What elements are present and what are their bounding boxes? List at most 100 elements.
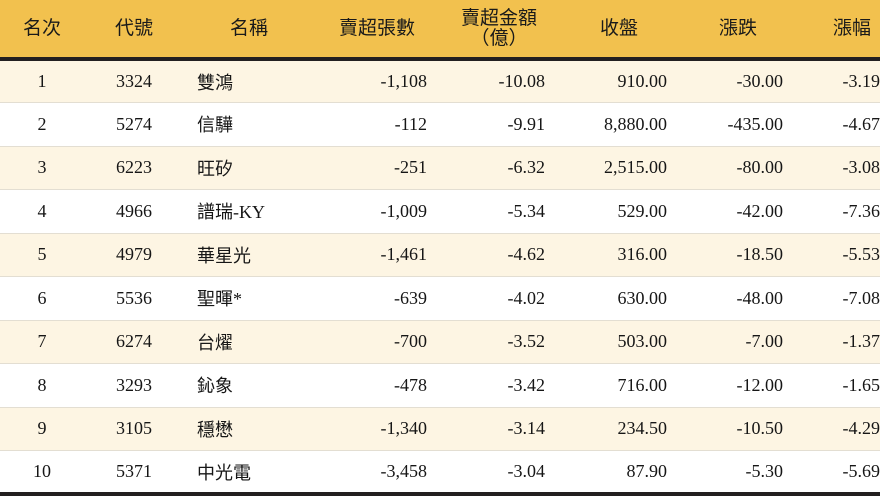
cell-lots: -1,108 [380,71,428,91]
cell-pct: -5.53% [796,232,880,277]
cell-change: -7.00 [680,319,796,364]
cell-code: 5274 [84,102,184,146]
cell-name: 聖暉* [184,276,314,320]
cell-code: 6223 [84,145,184,190]
cell-rank: 10 [0,450,84,494]
cell-amount: -4.02 [440,276,558,320]
cell-lots: -639 [314,276,440,320]
cell-change: -42.00 [680,189,796,233]
cell-close: 2,515.00 [558,145,680,190]
column-header-rank-label: 名次 [22,17,61,39]
table-header-row: 名次 代號 名稱 賣超張數 賣超金額（億） 收盤 漲跌 漲幅 連賣天數 [0,0,880,59]
column-header-code-label: 代號 [114,17,153,39]
cell-close: 87.90 [558,450,680,494]
cell-pct: -5.69% [796,450,880,494]
column-header-close-label: 收盤 [599,17,638,39]
column-header-name-label: 名稱 [229,17,268,39]
cell-name: 台燿 [184,319,314,364]
cell-close: 630.00 [558,276,680,320]
cell-pct: -4.29% [796,406,880,451]
cell-change: -18.50 [680,232,796,277]
column-header-pct-label: 漲幅 [832,17,871,39]
column-header-close: 收盤 [558,0,680,59]
cell-lots: -478 [314,363,440,407]
cell-lots: -1,340 [314,406,440,451]
column-header-lots: 賣超張數 [314,0,440,59]
table-row[interactable]: 44966譜瑞-KY-1,009-5.34529.00-42.00-7.36%連… [0,189,880,233]
cell-lots: -3,458 [314,450,440,494]
cell-code: 4979 [84,232,184,277]
cell-close: 8,880.00 [558,102,680,146]
cell-code: 6274 [84,319,184,364]
cell-close: 910.00 [617,71,668,91]
cell-pct: -4.67% [796,102,880,146]
cell-rank: 4 [0,189,84,233]
cell-amount: -3.14 [440,406,558,451]
cell-change: -30.00 [736,71,784,91]
cell-amount: -6.32 [440,145,558,190]
cell-name: 穩懋 [184,406,314,451]
column-header-rank: 名次 [0,0,84,59]
cell-rank: 8 [0,363,84,407]
table-header: 名次 代號 名稱 賣超張數 賣超金額（億） 收盤 漲跌 漲幅 連賣天數 [0,0,880,59]
cell-amount: -4.62 [440,232,558,277]
cell-change: -80.00 [680,145,796,190]
cell-lots: -1,461 [314,232,440,277]
cell-rank: 5 [0,232,84,277]
cell-amount: -9.91 [440,102,558,146]
cell-pct: -1.37% [796,319,880,364]
cell-pct: -3.19% [842,71,880,91]
cell-close: 529.00 [558,189,680,233]
column-header-name: 名稱 [184,0,314,59]
cell-change: -435.00 [680,102,796,146]
cell-change: -5.30 [680,450,796,494]
cell-amount: -3.52 [440,319,558,364]
cell-name: 譜瑞-KY [184,189,314,233]
cell-name: 華星光 [184,232,314,277]
column-header-code: 代號 [84,0,184,59]
cell-rank: 1 [37,71,47,91]
cell-rank: 7 [0,319,84,364]
cell-rank: 9 [0,406,84,451]
column-header-change: 漲跌 [680,0,796,59]
cell-rank: 6 [0,276,84,320]
cell-close: 503.00 [558,319,680,364]
cell-lots: -112 [314,102,440,146]
cell-close: 234.50 [558,406,680,451]
cell-code: 4966 [84,189,184,233]
column-header-change-label: 漲跌 [718,17,757,39]
cell-lots: -1,009 [314,189,440,233]
cell-pct: -3.08% [796,145,880,190]
cell-name: 旺矽 [184,145,314,190]
cell-name: 鈊象 [184,363,314,407]
cell-code: 3324 [116,71,152,91]
cell-name: 信驊 [184,102,314,146]
cell-code: 5371 [84,450,184,494]
cell-change: -10.50 [680,406,796,451]
cell-amount: -5.34 [440,189,558,233]
cell-name: 雙鴻 [197,72,233,93]
column-header-lots-label: 賣超張數 [338,17,415,39]
cell-close: 716.00 [558,363,680,407]
cell-change: -12.00 [680,363,796,407]
column-header-amount-unit: （億） [470,27,528,49]
cell-amount: -3.04 [440,450,558,494]
cell-pct: -7.36% [796,189,880,233]
cell-code: 3293 [84,363,184,407]
cell-close: 316.00 [558,232,680,277]
cell-code: 5536 [84,276,184,320]
column-header-amount: 賣超金額 （億） [440,0,558,59]
cell-lots: -700 [314,319,440,364]
cell-code: 3105 [84,406,184,451]
